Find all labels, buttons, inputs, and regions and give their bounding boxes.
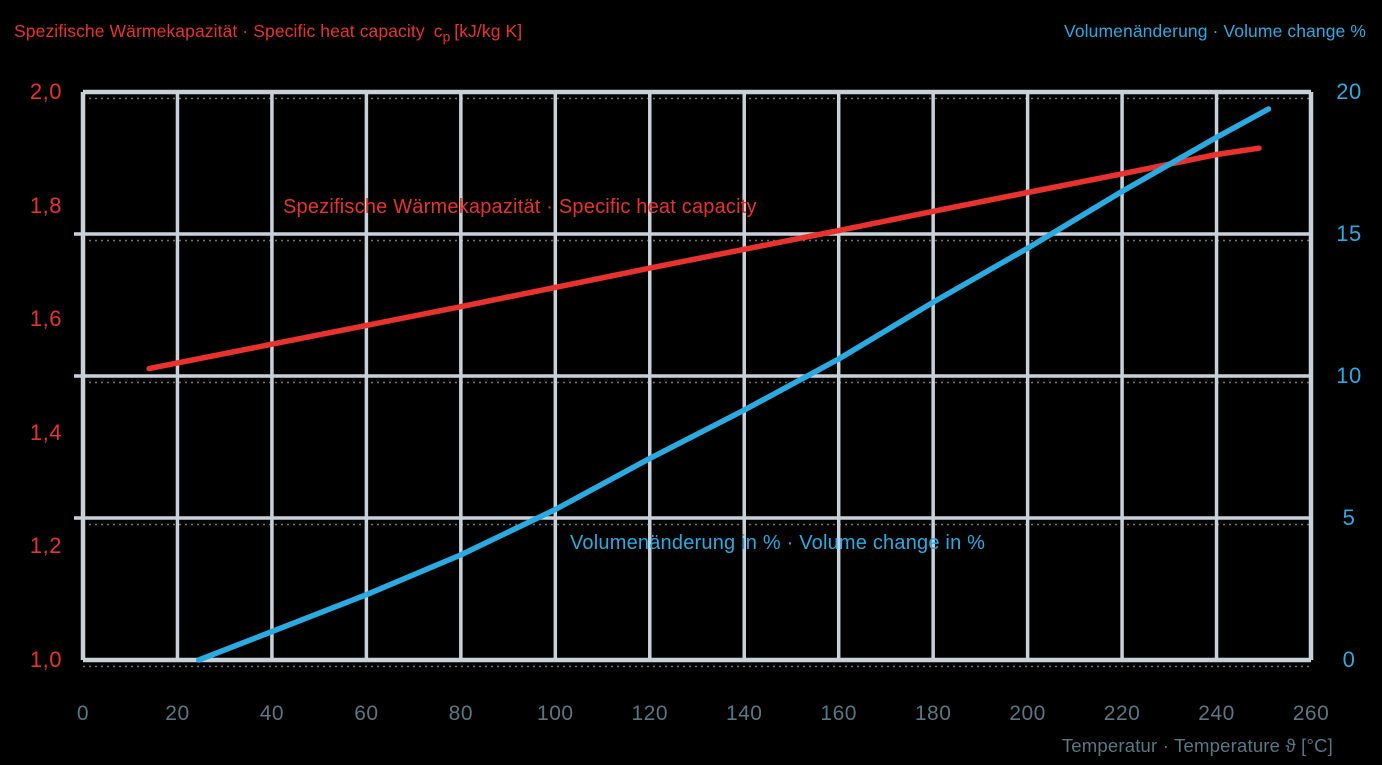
left-axis-title-text: Spezifische Wärmekapazität · Specific he… xyxy=(14,21,425,41)
x-tick-label: 20 xyxy=(165,702,190,725)
y-left-tick-label: 2,0 xyxy=(29,79,62,104)
x-tick-label: 260 xyxy=(1292,702,1330,725)
x-tick-label: 240 xyxy=(1198,702,1235,725)
y-left-tick-label: 1,6 xyxy=(29,306,62,332)
y-right-tick-label: 15 xyxy=(1336,221,1362,246)
x-tick-label: 180 xyxy=(914,702,952,725)
x-tick-label: 0 xyxy=(76,702,90,725)
y-right-tick-label: 0 xyxy=(1342,647,1356,672)
y-right-tick-label: 5 xyxy=(1342,505,1356,530)
series-label-volume-change: Volumenänderung in % · Volume change in … xyxy=(570,532,986,554)
curve-specific-heat-capacity xyxy=(146,145,1262,372)
y-left-tick-label: 1,8 xyxy=(29,192,62,218)
right-axis-title: Volumenänderung · Volume change % xyxy=(1064,21,1366,41)
x-tick-label: 80 xyxy=(448,702,474,725)
cp-symbol: cp xyxy=(433,21,451,45)
x-tick-label: 40 xyxy=(259,702,285,725)
x-tick-label: 60 xyxy=(354,702,379,725)
left-axis-title: Spezifische Wärmekapazität · Specific he… xyxy=(14,21,522,45)
x-axis-title: Temperatur · Temperature ϑ [°C] xyxy=(1061,735,1333,756)
y-left-tick-label: 1,4 xyxy=(29,419,62,445)
x-tick-label: 140 xyxy=(725,702,763,725)
series-label-heat-capacity: Spezifische Wärmekapazität · Specific he… xyxy=(283,196,757,218)
x-tick-label: 120 xyxy=(631,702,669,725)
x-tick-label: 160 xyxy=(820,702,857,725)
x-tick-label: 100 xyxy=(537,702,574,725)
y-right-tick-label: 10 xyxy=(1336,363,1362,388)
curve-volume-change xyxy=(195,106,1272,663)
y-left-tick-label: 1,0 xyxy=(29,647,62,672)
y-left-tick-label: 1,2 xyxy=(29,533,62,559)
y-right-tick-label: 20 xyxy=(1336,79,1362,104)
x-tick-label: 220 xyxy=(1103,702,1141,725)
x-tick-label: 200 xyxy=(1009,702,1046,725)
left-axis-unit: [kJ/kg K] xyxy=(454,21,523,41)
